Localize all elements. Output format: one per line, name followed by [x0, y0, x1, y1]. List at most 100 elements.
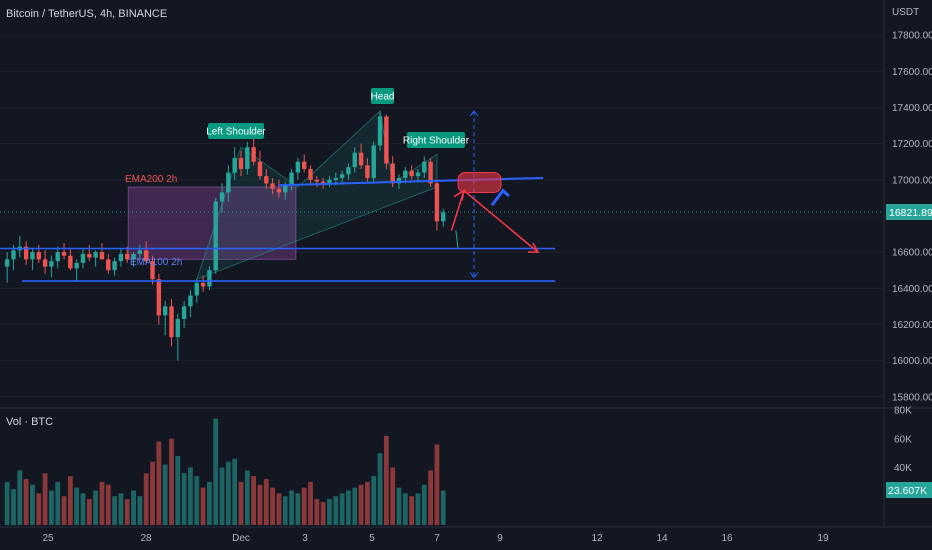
time-tick-label: 12 [591, 533, 603, 544]
candle-body [200, 282, 206, 287]
candle-body [49, 261, 54, 267]
projection-arrow-up [469, 110, 479, 117]
pattern-labels: Left Shoulder Head Right Shoulder EMA200 2h… [125, 88, 470, 268]
candle-body [327, 179, 332, 184]
trend-line [455, 230, 459, 249]
candle-body [390, 163, 395, 184]
price-tick-label: 15800.00 [892, 392, 932, 403]
candle-body [276, 188, 282, 193]
candle-body [112, 261, 117, 271]
volume-bar [67, 476, 73, 525]
price-tick-label: 16200.00 [892, 320, 932, 331]
price-axis[interactable]: USDT 17800.00 17600.00 17400.00 17200.00 1700… [886, 7, 932, 498]
head-label-box [371, 88, 394, 104]
volume-bar [207, 481, 212, 525]
price-tick-label: 17800.00 [892, 31, 932, 42]
time-tick-label: 28 [140, 533, 152, 544]
price-tick-label: 16600.00 [892, 248, 932, 259]
price-tick-label: 17200.00 [892, 139, 932, 150]
candle-body [118, 253, 124, 262]
candle-body [346, 167, 351, 175]
candle-body [358, 152, 364, 166]
volume-bar [383, 435, 389, 525]
volume-bar [396, 487, 402, 525]
time-tick-label: Dec [232, 533, 250, 544]
candle-body [4, 259, 10, 267]
volume-bar [105, 484, 111, 525]
candle-body [434, 183, 440, 222]
last-volume-label: 23.607K [888, 485, 927, 497]
ema200-label: EMA200 2h [125, 174, 177, 185]
last-price-badge [886, 203, 932, 220]
volume-bar [17, 470, 23, 525]
candle-body [245, 147, 250, 169]
volume-bar [232, 458, 238, 525]
volume-bar [257, 484, 263, 525]
volume-bar [428, 470, 433, 525]
volume-bar [23, 479, 29, 525]
volume-bar [238, 481, 244, 525]
volume-bar [346, 490, 351, 525]
time-tick-label: 3 [302, 533, 308, 544]
volume-bar [181, 473, 187, 525]
candlesticks [4, 111, 446, 361]
candle-body [213, 201, 218, 271]
ema100-label: EMA100 2h [130, 257, 182, 268]
right-shoulder-label: Right Shoulder [403, 136, 470, 147]
volume-bar [194, 476, 200, 525]
symbol-title[interactable]: Bitcoin / TetherUS, 4h, BINANCE [6, 8, 168, 20]
time-tick-label: 5 [369, 533, 375, 544]
volume-bar [137, 496, 143, 525]
candle-body [441, 212, 446, 222]
currency-label: USDT [892, 7, 919, 18]
volume-bar [440, 490, 446, 525]
volume-bar [175, 456, 181, 525]
volume-bar [365, 481, 370, 525]
candle-body [396, 177, 402, 184]
volume-bar [200, 487, 206, 525]
candle-body [87, 253, 92, 258]
candle-body [175, 319, 180, 338]
candle-body [320, 181, 326, 184]
candle-body [137, 250, 143, 254]
volume-bar [169, 438, 174, 525]
volume-bar [434, 444, 440, 525]
time-tick-label: 14 [656, 533, 668, 544]
left-shoulder-label: Left Shoulder [206, 127, 266, 138]
volume-bar [49, 490, 54, 525]
candle-body [169, 306, 174, 338]
time-tick-label: 16 [721, 533, 733, 544]
volume-bars [4, 418, 446, 525]
candle-body [106, 259, 111, 271]
volume-bar [118, 493, 124, 525]
volume-bar [143, 473, 149, 525]
volume-tick-label: 40K [894, 463, 912, 474]
arrow-head-retest [453, 189, 466, 201]
candle-body [238, 158, 244, 169]
volume-bar [282, 496, 288, 525]
time-axis[interactable]: 25 28 Dec 3 5 7 9 12 14 16 19 [42, 533, 829, 544]
candle-body [30, 252, 35, 260]
volume-bar [327, 499, 332, 525]
volume-tick-label: 60K [894, 434, 912, 445]
volume-bar [93, 490, 99, 525]
volume-bar [251, 476, 257, 525]
candle-body [162, 306, 168, 316]
candle-body [131, 253, 136, 260]
volume-bar [390, 467, 396, 525]
volume-bar [276, 493, 282, 525]
volume-bar [99, 481, 105, 525]
candle-body [93, 252, 98, 258]
price-tick-label: 16400.00 [892, 284, 932, 295]
volume-bar [219, 467, 225, 525]
price-tick-label: 16000.00 [892, 356, 932, 367]
volume-tick-label: 80K [894, 406, 912, 417]
candle-body [68, 255, 73, 269]
volume-bar [36, 493, 42, 525]
candle-body [415, 172, 421, 177]
retest-zone [457, 172, 502, 193]
projection-arrow-down [469, 272, 479, 279]
candle-body [55, 252, 60, 262]
volume-bar [74, 487, 80, 525]
